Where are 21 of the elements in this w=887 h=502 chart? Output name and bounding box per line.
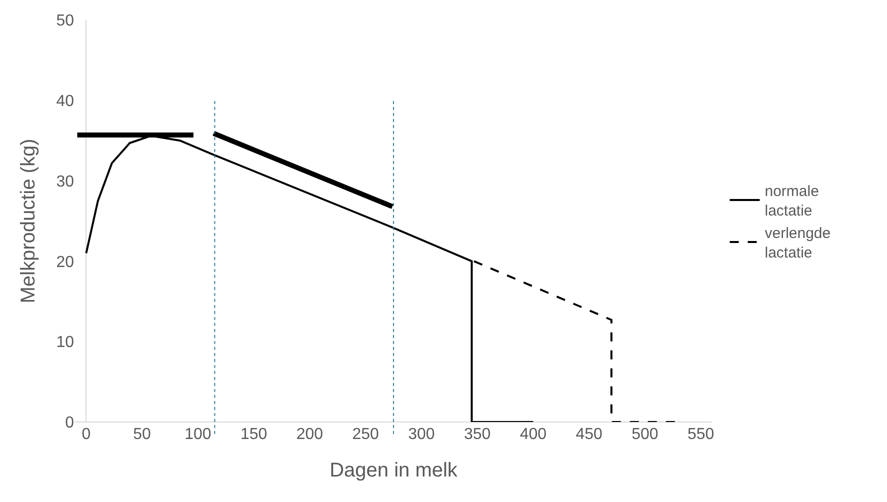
x-tick-label: 400 bbox=[520, 426, 547, 443]
x-tick-label: 50 bbox=[133, 426, 152, 443]
x-tick-label: 350 bbox=[464, 426, 491, 443]
x-tick-label: 550 bbox=[687, 426, 714, 443]
x-axis-title: Dagen in melk bbox=[330, 460, 458, 482]
x-tick-label: 0 bbox=[82, 426, 91, 443]
x-tick-label: 200 bbox=[296, 426, 324, 443]
legend-label: verlengde lactatie bbox=[764, 225, 831, 262]
y-tick-label: 10 bbox=[56, 334, 74, 352]
x-tick-label: 100 bbox=[184, 426, 212, 443]
y-tick-label: 0 bbox=[65, 414, 74, 432]
x-tick-label: 500 bbox=[632, 426, 658, 443]
x-tick-label: 250 bbox=[352, 426, 380, 443]
y-tick-label: 50 bbox=[56, 12, 74, 30]
x-tick-label: 450 bbox=[576, 426, 603, 443]
y-tick-label: 30 bbox=[56, 173, 74, 190]
x-tick-label: 300 bbox=[408, 426, 435, 443]
y-tick-label: 20 bbox=[56, 254, 74, 271]
x-tick-label: 150 bbox=[240, 426, 268, 443]
y-tick-label: 40 bbox=[56, 93, 74, 110]
y-axis-title: Melkproductie (kg) bbox=[18, 138, 40, 304]
